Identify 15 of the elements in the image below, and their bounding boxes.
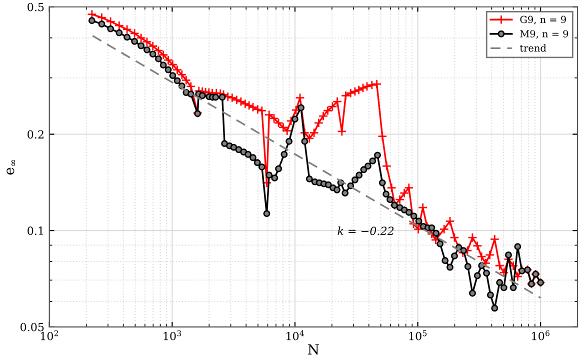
x-tick-label: 10$^{3}$ (164, 330, 182, 340)
x-tick-label: 10$^{6}$ (532, 330, 550, 340)
legend-label: G9, n = 9 (520, 16, 566, 24)
x-axis-title: N (308, 344, 319, 355)
y-tick-label: 0.05 (20, 322, 44, 332)
legend-label: trend (520, 44, 546, 52)
y-tick-label: 0.5 (28, 2, 44, 12)
x-tick-label: 10$^{4}$ (286, 330, 304, 340)
y-tick-label: 0.1 (28, 226, 43, 235)
x-tick-label: 10$^{2}$ (40, 330, 58, 340)
annotation: k = −0.22 (338, 226, 394, 236)
y-axis-title: e$_{∞}$ (6, 160, 16, 175)
x-tick-label: 10$^{5}$ (409, 330, 427, 340)
legend-label: M9, n = 9 (520, 30, 568, 39)
y-tick-label: 0.2 (28, 130, 44, 139)
